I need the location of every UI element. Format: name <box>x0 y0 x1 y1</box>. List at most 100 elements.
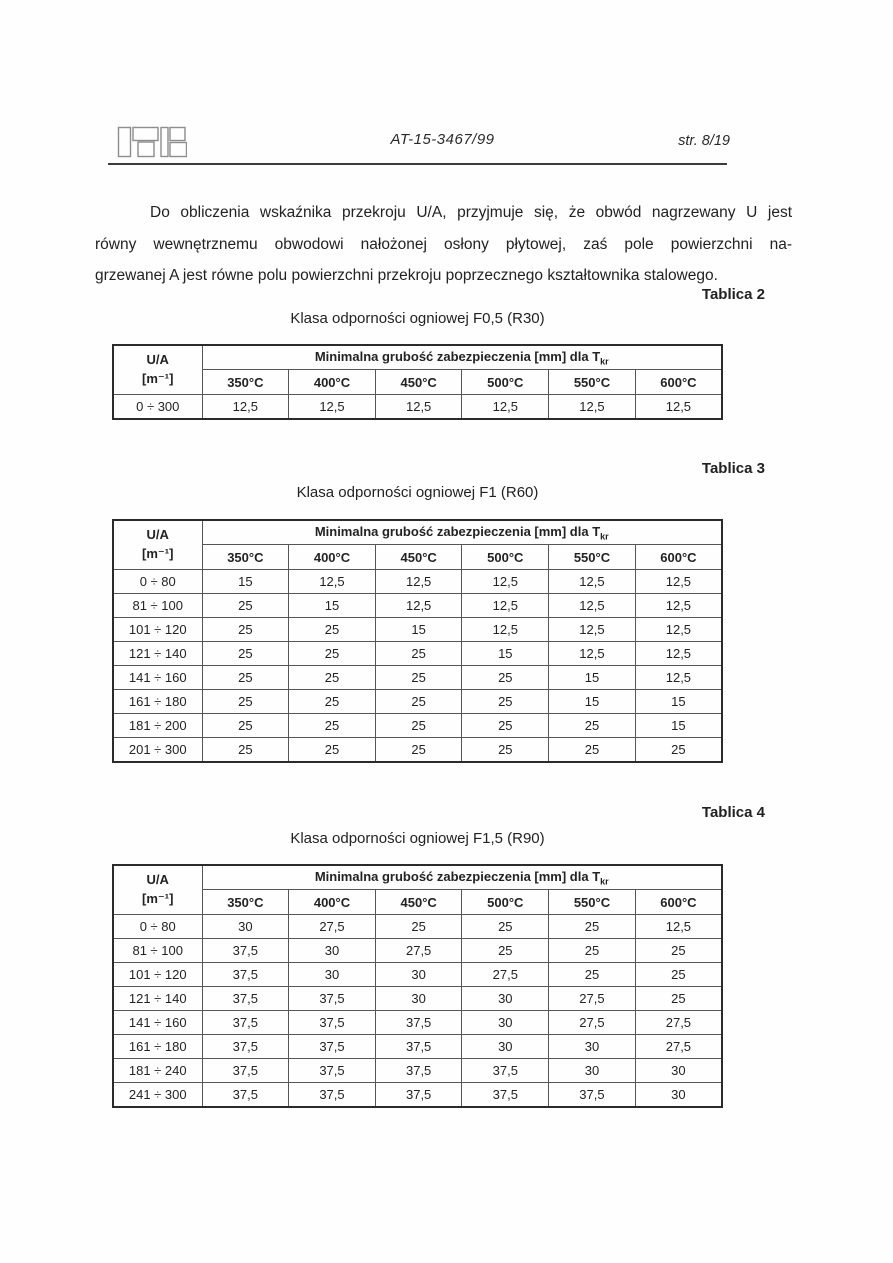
thickness-value-cell: 12,5 <box>461 617 550 642</box>
thickness-value-cell: 25 <box>548 713 636 738</box>
thickness-value-cell: 37,5 <box>374 1034 463 1059</box>
thickness-value-cell: 12,5 <box>374 569 463 594</box>
thickness-value-cell: 25 <box>548 737 636 763</box>
ua-range-cell: 0 ÷ 80 <box>112 914 203 939</box>
thickness-value-cell: 25 <box>634 938 723 963</box>
thickness-value-cell: 30 <box>634 1058 723 1083</box>
thickness-value-cell: 25 <box>201 593 290 618</box>
thickness-value-cell: 25 <box>201 665 290 690</box>
thickness-value-cell: 25 <box>634 986 723 1011</box>
thickness-value-cell: 37,5 <box>288 1010 376 1035</box>
thickness-value-cell: 12,5 <box>634 641 723 666</box>
temp-header-cell: 450°C <box>374 544 463 570</box>
table-row: 121 ÷ 140 25 25 25 15 12,5 12,5 <box>112 641 723 666</box>
temp-header-cell: 400°C <box>288 544 376 570</box>
ua-range-cell: 141 ÷ 160 <box>112 1010 203 1035</box>
ua-range-cell: 161 ÷ 180 <box>112 1034 203 1059</box>
table-row: 181 ÷ 200 25 25 25 25 25 15 <box>112 713 723 738</box>
thickness-value-cell: 37,5 <box>201 1034 290 1059</box>
thickness-value-cell: 30 <box>461 1034 550 1059</box>
fire-resistance-table-r30: U/A [m⁻¹] Minimalna grubość zabezpieczen… <box>112 344 723 420</box>
ua-range-cell: 181 ÷ 200 <box>112 713 203 738</box>
thickness-value-cell: 27,5 <box>548 986 636 1011</box>
thickness-value-cell: 12,5 <box>548 394 636 420</box>
thickness-value-cell: 12,5 <box>461 569 550 594</box>
ua-range-cell: 161 ÷ 180 <box>112 689 203 714</box>
thickness-value-cell: 37,5 <box>548 1082 636 1108</box>
span-header-text: Minimalna grubość zabezpieczenia [mm] dl… <box>314 868 601 884</box>
ua-range-cell: 81 ÷ 100 <box>112 593 203 618</box>
table-row: 161 ÷ 180 37,5 37,5 37,5 30 30 27,5 <box>112 1034 723 1059</box>
table-row: 241 ÷ 300 37,5 37,5 37,5 37,5 37,5 30 <box>112 1082 723 1108</box>
thickness-value-cell: 25 <box>461 938 550 963</box>
thickness-value-cell: 12,5 <box>634 394 723 420</box>
thickness-value-cell: 25 <box>201 689 290 714</box>
temp-header-cell: 450°C <box>374 369 463 395</box>
thickness-value-cell: 27,5 <box>288 914 376 939</box>
thickness-value-cell: 12,5 <box>634 593 723 618</box>
thickness-value-cell: 25 <box>374 737 463 763</box>
paragraph-line: Do obliczenia wskaźnika przekroju U/A, p… <box>150 204 792 221</box>
thickness-value-cell: 15 <box>461 641 550 666</box>
temp-header-cell: 450°C <box>374 889 463 915</box>
thickness-value-cell: 25 <box>548 962 636 987</box>
thickness-value-cell: 30 <box>374 986 463 1011</box>
table-row: 101 ÷ 120 37,5 30 30 27,5 25 25 <box>112 962 723 987</box>
thickness-value-cell: 37,5 <box>201 1010 290 1035</box>
table-header-row: U/A [m⁻¹] Minimalna grubość zabezpieczen… <box>112 344 723 395</box>
thickness-value-cell: 15 <box>288 593 376 618</box>
ua-range-cell: 101 ÷ 120 <box>112 617 203 642</box>
thickness-value-cell: 27,5 <box>374 938 463 963</box>
thickness-value-cell: 25 <box>201 737 290 763</box>
thickness-value-cell: 15 <box>374 617 463 642</box>
thickness-value-cell: 37,5 <box>201 1058 290 1083</box>
thickness-value-cell: 12,5 <box>548 593 636 618</box>
table-header-row: U/A [m⁻¹] Minimalna grubość zabezpieczen… <box>112 864 723 915</box>
thickness-value-cell: 25 <box>288 713 376 738</box>
thickness-value-cell: 25 <box>201 641 290 666</box>
thickness-value-cell: 30 <box>634 1082 723 1108</box>
ua-range-cell: 141 ÷ 160 <box>112 665 203 690</box>
itb-logo-icon <box>117 126 188 163</box>
thickness-value-cell: 12,5 <box>634 665 723 690</box>
intro-paragraph: Do obliczenia wskaźnika przekroju U/A, p… <box>95 197 792 292</box>
table-row: 0 ÷ 80 15 12,5 12,5 12,5 12,5 12,5 <box>112 569 723 594</box>
table-title: Klasa odporności ogniowej F1 (R60) <box>296 484 539 501</box>
thickness-value-cell: 25 <box>461 689 550 714</box>
thickness-value-cell: 27,5 <box>548 1010 636 1035</box>
span-header-cell: Minimalna grubość zabezpieczenia [mm] dl… <box>201 344 723 370</box>
thickness-value-cell: 12,5 <box>548 641 636 666</box>
thickness-value-cell: 25 <box>288 689 376 714</box>
table-row: 81 ÷ 100 37,5 30 27,5 25 25 25 <box>112 938 723 963</box>
thickness-value-cell: 37,5 <box>288 1058 376 1083</box>
table-row: 121 ÷ 140 37,5 37,5 30 30 27,5 25 <box>112 986 723 1011</box>
thickness-value-cell: 27,5 <box>634 1010 723 1035</box>
thickness-value-cell: 25 <box>288 641 376 666</box>
thickness-value-cell: 27,5 <box>461 962 550 987</box>
thickness-value-cell: 37,5 <box>461 1082 550 1108</box>
ua-range-cell: 241 ÷ 300 <box>112 1082 203 1108</box>
span-header-subscript: kr <box>600 531 609 542</box>
table-row: 141 ÷ 160 25 25 25 25 15 12,5 <box>112 665 723 690</box>
thickness-value-cell: 25 <box>288 665 376 690</box>
thickness-value-cell: 25 <box>288 617 376 642</box>
thickness-value-cell: 30 <box>374 962 463 987</box>
thickness-value-cell: 15 <box>634 689 723 714</box>
table-row: 141 ÷ 160 37,5 37,5 37,5 30 27,5 27,5 <box>112 1010 723 1035</box>
ua-range-cell: 121 ÷ 140 <box>112 641 203 666</box>
table-label: Tablica 2 <box>701 286 765 303</box>
temp-header-cell: 600°C <box>634 889 723 915</box>
temperature-header-row: 350°C 400°C 450°C 500°C 550°C 600°C <box>113 889 723 915</box>
thickness-value-cell: 12,5 <box>288 394 376 420</box>
thickness-value-cell: 12,5 <box>374 394 463 420</box>
thickness-value-cell: 25 <box>201 617 290 642</box>
thickness-value-cell: 12,5 <box>461 593 550 618</box>
ua-range-cell: 181 ÷ 240 <box>112 1058 203 1083</box>
temp-header-cell: 500°C <box>461 889 550 915</box>
thickness-value-cell: 37,5 <box>288 1082 376 1108</box>
thickness-value-cell: 37,5 <box>201 938 290 963</box>
table-row: 0 ÷ 80 30 27,5 25 25 25 12,5 <box>112 914 723 939</box>
temperature-header-row: 350°C 400°C 450°C 500°C 550°C 600°C <box>113 369 723 395</box>
thickness-value-cell: 37,5 <box>374 1010 463 1035</box>
thickness-value-cell: 12,5 <box>634 569 723 594</box>
